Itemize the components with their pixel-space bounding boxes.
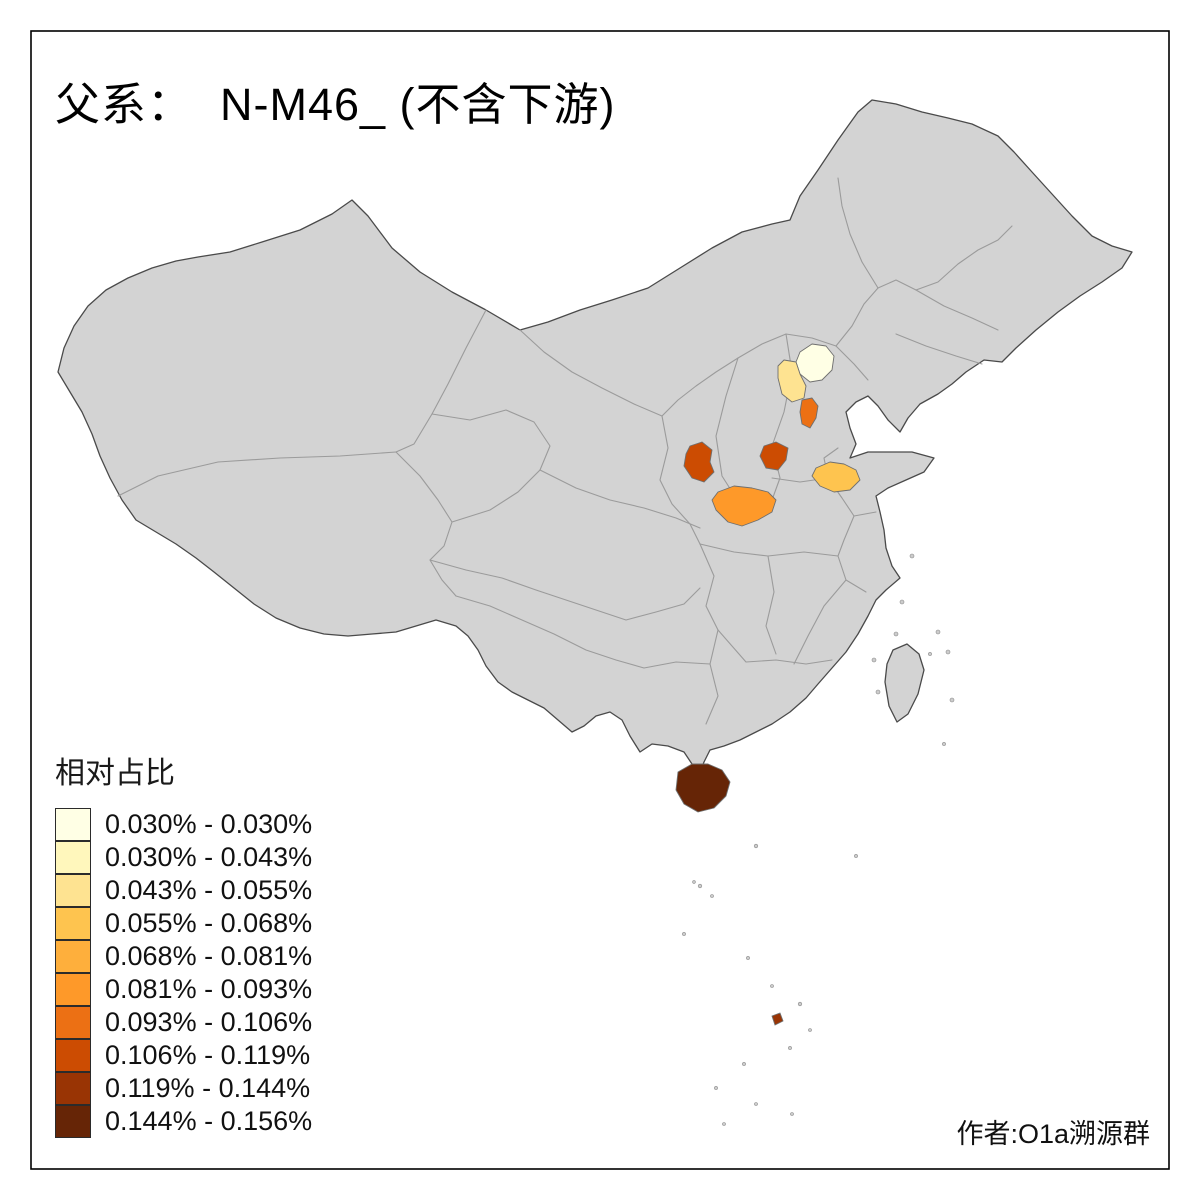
map-title: 父系： N-M46_ (不含下游): [55, 79, 616, 130]
plot-border: [30, 30, 1170, 1170]
province-border: [845, 579, 867, 593]
province-border: [539, 469, 701, 529]
region-north-shaanxi: [683, 441, 715, 483]
region-southwest-shandong: [811, 461, 861, 493]
legend-swatch: [55, 973, 91, 1006]
legend-swatch: [55, 808, 91, 841]
province-border: [659, 415, 701, 545]
province-border: [835, 345, 869, 381]
legend-title: 相对占比: [55, 757, 175, 790]
legend-swatch: [55, 907, 91, 940]
province-border: [915, 289, 999, 331]
legend-swatch: [55, 841, 91, 874]
province-border: [117, 451, 397, 497]
region-south-sea-islet: [771, 1012, 784, 1026]
province-border: [715, 357, 739, 499]
province-border: [837, 515, 855, 581]
province-border: [395, 309, 487, 453]
taiwan-island: [884, 643, 925, 723]
legend-label: 0.106% - 0.119%: [105, 1040, 311, 1070]
province-border: [717, 629, 833, 665]
province-border: [765, 555, 777, 655]
province-border: [837, 177, 879, 289]
author-credit: 作者:O1a溯源群: [956, 1119, 1150, 1149]
province-border: [429, 559, 701, 621]
legend-item: 0.119% - 0.144%: [55, 1072, 312, 1105]
legend: 相对占比 0.030% - 0.030% 0.030% - 0.043% 0.0…: [55, 748, 312, 1138]
province-border: [455, 595, 711, 669]
legend-item: 0.030% - 0.030%: [55, 808, 312, 841]
region-hainan: [675, 763, 731, 813]
legend-label: 0.093% - 0.106%: [105, 1007, 313, 1037]
legend-swatch: [55, 874, 91, 907]
legend-swatch: [55, 940, 91, 973]
region-tianjin-area: [799, 397, 819, 429]
legend-swatch: [55, 1006, 91, 1039]
region-west-of-beijing: [777, 359, 807, 403]
china-mainland: [57, 99, 1133, 773]
legend-swatch: [55, 1105, 91, 1138]
highlight-regions: [675, 343, 861, 1026]
legend-item: 0.068% - 0.081%: [55, 940, 312, 973]
province-border: [395, 451, 457, 597]
legend-item: 0.144% - 0.156%: [55, 1105, 312, 1138]
province-border: [519, 329, 837, 417]
province-border: [699, 543, 719, 631]
legend-label: 0.144% - 0.156%: [105, 1106, 313, 1136]
island-dots: [682, 553, 955, 1126]
legend-label: 0.119% - 0.144%: [105, 1073, 311, 1103]
province-border: [895, 333, 983, 365]
legend-label: 0.030% - 0.030%: [105, 809, 313, 839]
legend-item: 0.043% - 0.055%: [55, 874, 312, 907]
legend-label: 0.081% - 0.093%: [105, 974, 313, 1004]
province-border: [705, 629, 719, 725]
legend-label: 0.068% - 0.081%: [105, 941, 313, 971]
legend-swatch: [55, 1072, 91, 1105]
province-border: [793, 579, 847, 665]
legend-item: 0.055% - 0.068%: [55, 907, 312, 940]
legend-item: 0.081% - 0.093%: [55, 973, 312, 1006]
region-south-shaanxi: [711, 485, 777, 527]
province-border: [431, 409, 551, 523]
legend-label: 0.043% - 0.055%: [105, 875, 313, 905]
legend-item: 0.106% - 0.119%: [55, 1039, 312, 1072]
legend-swatch: [55, 1039, 91, 1072]
penghu-islet: [875, 689, 881, 695]
legend-item: 0.093% - 0.106%: [55, 1006, 312, 1039]
legend-label: 0.055% - 0.068%: [105, 908, 313, 938]
region-south-shanxi: [759, 441, 789, 471]
legend-item: 0.030% - 0.043%: [55, 841, 312, 874]
legend-label: 0.030% - 0.043%: [105, 842, 313, 872]
